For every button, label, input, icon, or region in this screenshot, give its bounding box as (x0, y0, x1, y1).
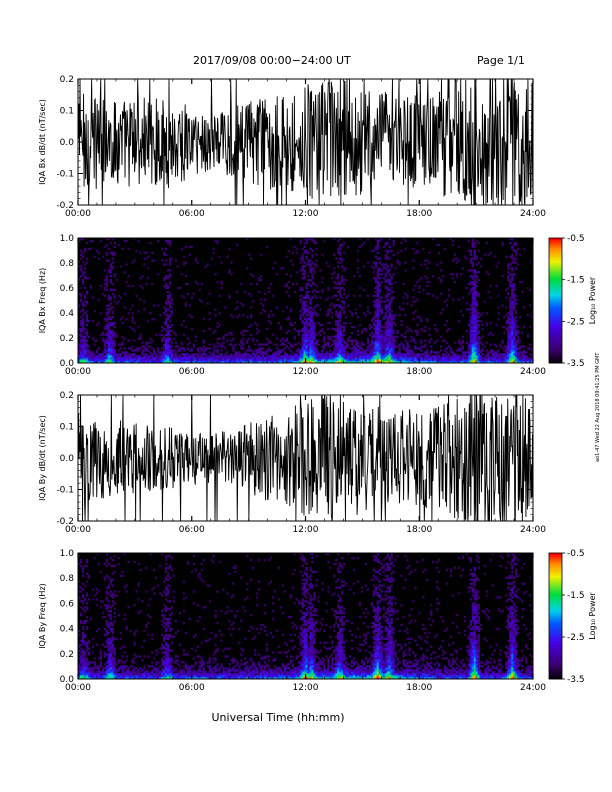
colorbar: -0.5 -1.5 -2.5 -3.5 Log₁₀ Power (548, 234, 597, 369)
x-axis: 00:00 06:00 12:00 18:00 24:00 (65, 553, 546, 693)
x-tick-label: 00:00 (65, 683, 91, 693)
colorbar-tick-label: -0.5 (567, 234, 585, 244)
y-axis: 0.0 0.2 0.4 0.6 0.8 1.0 (60, 234, 533, 369)
x-tick-label: 06:00 (179, 367, 205, 377)
y-tick-label: 0.1 (60, 423, 74, 433)
y-tick-label: 0.0 (60, 359, 75, 369)
colorbar-tick-label: -3.5 (567, 359, 585, 369)
x-tick-label: 18:00 (406, 367, 432, 377)
y-tick-label: 0.6 (60, 284, 75, 294)
x-axis: 00:00 06:00 12:00 18:00 24:00 (65, 238, 546, 377)
x-tick-label: 18:00 (406, 525, 432, 535)
y-tick-label: 0.0 (60, 675, 75, 685)
y-tick-label: 0.0 (60, 454, 75, 464)
panel-1: 00:00 06:00 12:00 18:00 24:00-0.2-0.10.00.10… (38, 75, 546, 219)
y-tick-label: -0.1 (56, 170, 74, 180)
y-tick-label: 0.2 (60, 391, 74, 401)
y-tick-label: 0.6 (60, 599, 75, 609)
y-axis: -0.2 -0.1 0.0 0.1 0.2 (56, 391, 533, 527)
y-tick-label: 0.2 (60, 75, 74, 85)
series-line (78, 395, 533, 521)
y-axis: -0.2 -0.1 0.0 0.1 0.2 (56, 75, 533, 211)
x-tick-label: 24:00 (520, 525, 546, 535)
x-tick-label: 18:00 (406, 209, 432, 219)
x-tick-label: 24:00 (520, 683, 546, 693)
x-tick-label: 12:00 (293, 683, 319, 693)
panel-3: 00:00 06:00 12:00 18:00 24:00-0.2-0.10.00.10… (38, 391, 546, 535)
y-tick-label: 1.0 (60, 549, 75, 559)
x-tick-label: 06:00 (179, 683, 205, 693)
y-tick-label: -0.1 (56, 486, 74, 496)
x-tick-label: 24:00 (520, 367, 546, 377)
y-tick-label: 0.2 (60, 650, 74, 660)
x-tick-label: 06:00 (179, 525, 205, 535)
generation-signature: ao1-47 Wed 22 Aug 2018 09:41:25 PM GMT (595, 352, 601, 462)
y-axis-label: IQA By dB/dt (nT/sec) (38, 415, 47, 501)
series-line (78, 79, 533, 205)
x-tick-label: 18:00 (406, 683, 432, 693)
colorbar-label: Log₁₀ Power (588, 276, 597, 324)
colorbar-tick-label: -1.5 (567, 276, 585, 286)
y-tick-label: -0.2 (56, 201, 74, 211)
y-axis-label: IQA Bx dB/dt (nT/sec) (38, 99, 47, 185)
y-tick-label: 0.4 (60, 309, 75, 319)
colorbar: -0.5 -1.5 -2.5 -3.5 Log₁₀ Power (548, 549, 597, 685)
x-tick-label: 00:00 (65, 367, 91, 377)
plot-title: 2017/09/08 00:00−24:00 UT (193, 54, 351, 67)
x-tick-label: 06:00 (179, 209, 205, 219)
x-tick-label: 12:00 (293, 367, 319, 377)
colorbar-tick-label: -2.5 (567, 633, 585, 643)
colorbar-tick-label: -1.5 (567, 591, 585, 601)
colorbar-tick-label: -2.5 (567, 317, 585, 327)
y-axis: 0.0 0.2 0.4 0.6 0.8 1.0 (60, 549, 533, 685)
colorbar-tick-label: -3.5 (567, 675, 585, 685)
x-axis: 00:00 06:00 12:00 18:00 24:00 (65, 395, 546, 535)
y-tick-label: -0.2 (56, 517, 74, 527)
x-tick-label: 12:00 (293, 525, 319, 535)
spectrogram (78, 238, 534, 364)
y-tick-label: 0.0 (60, 138, 75, 148)
y-tick-label: 1.0 (60, 234, 75, 244)
colorbar-tick-label: -0.5 (567, 549, 585, 559)
y-tick-label: 0.2 (60, 334, 74, 344)
y-tick-label: 0.4 (60, 625, 75, 635)
panel-2: -0.5 -1.5 -2.5 -3.5 Log₁₀ Power 00:00 06:00 12:… (38, 234, 597, 377)
panel-4: -0.5 -1.5 -2.5 -3.5 Log₁₀ Power 00:00 06:00 12:… (38, 549, 597, 693)
x-tick-label: 12:00 (293, 209, 319, 219)
y-axis-label: IQA By Freq (Hz) (38, 583, 47, 649)
colorbar-label: Log₁₀ Power (588, 592, 597, 640)
x-tick-label: 00:00 (65, 209, 91, 219)
x-axis: 00:00 06:00 12:00 18:00 24:00 (65, 79, 546, 219)
x-axis-title: Universal Time (hh:mm) (212, 711, 345, 724)
page-indicator: Page 1/1 (477, 54, 525, 67)
y-axis-label: IQA Bx Freq (Hz) (38, 268, 47, 334)
y-tick-label: 0.8 (60, 259, 75, 269)
y-tick-label: 0.8 (60, 574, 75, 584)
spectrogram (78, 553, 534, 680)
y-tick-label: 0.1 (60, 107, 74, 117)
x-tick-label: 24:00 (520, 209, 546, 219)
x-tick-label: 00:00 (65, 525, 91, 535)
